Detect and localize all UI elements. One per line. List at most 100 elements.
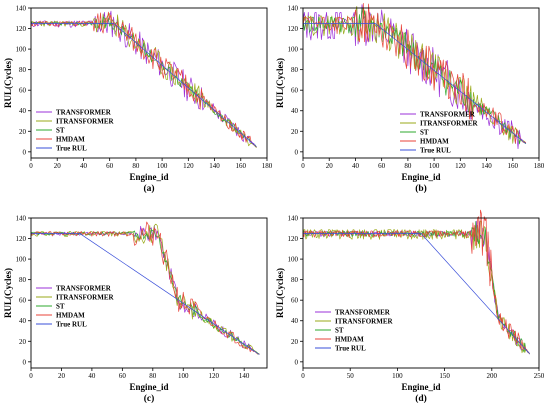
- y-tick-label: 80: [19, 276, 27, 284]
- y-tick-label: 80: [291, 276, 299, 284]
- y-tick-label: 60: [19, 297, 27, 305]
- y-tick-label: 40: [19, 107, 27, 115]
- chart-panel-a: 0 20 40 60 80 100 120 140 160 180 0 20 40 60 80 100 120 1…: [3, 5, 273, 195]
- x-tick-label: 60: [106, 162, 114, 170]
- legend-label: TRANSFORMER: [420, 111, 476, 119]
- y-tick-label: 120: [288, 25, 299, 33]
- x-tick-label: 60: [378, 162, 386, 170]
- x-tick-label: 0: [301, 162, 305, 170]
- x-tick-label: 140: [209, 162, 220, 170]
- y-tick-label: 20: [291, 128, 299, 136]
- x-tick-label: 100: [178, 372, 189, 380]
- legend-label: HMDAM: [56, 136, 85, 144]
- series-line-itransformer: [30, 223, 260, 355]
- series-line-hmdam: [30, 11, 257, 148]
- y-axis-title: RUL(Cycles): [275, 268, 285, 318]
- y-tick-label: 0: [295, 358, 299, 366]
- legend-label: True RUL: [335, 345, 366, 353]
- x-tick-label: 60: [119, 372, 127, 380]
- chart-panel-c: 0 20 40 60 80 100 120 140 0 20 40 60 80 100 120 140 Engi…: [3, 215, 268, 404]
- y-tick-label: 80: [19, 66, 27, 74]
- x-tick-label: 80: [404, 162, 412, 170]
- series-line-transformer: [30, 10, 257, 148]
- x-tick-label: 100: [392, 372, 403, 380]
- series-line-true-rul: [31, 23, 257, 147]
- plot-frame: [302, 7, 540, 159]
- y-tick-label: 0: [23, 148, 27, 156]
- x-tick-label: 20: [58, 372, 66, 380]
- x-tick-label: 0: [29, 372, 33, 380]
- y-tick-label: 0: [23, 358, 27, 366]
- y-axis-title: RUL(Cycles): [275, 58, 285, 108]
- y-tick-label: 80: [291, 66, 299, 74]
- legend-label: True RUL: [56, 321, 87, 329]
- y-tick-label: 120: [16, 235, 27, 243]
- series-line-st: [302, 7, 527, 145]
- x-tick-label: 250: [534, 372, 545, 380]
- legend-label: ITRANSFORMER: [335, 318, 394, 326]
- series-line-true-rul: [303, 23, 527, 144]
- panel-label: (c): [144, 393, 155, 404]
- legend-label: TRANSFORMER: [56, 109, 112, 117]
- panel-label: (d): [415, 393, 427, 404]
- x-tick-label: 180: [262, 162, 273, 170]
- legend-label: ST: [420, 129, 429, 137]
- y-tick-label: 140: [288, 5, 299, 13]
- chart-panel-b: 0 20 40 60 80 100 120 140 160 180 0 20 40 60 80 100 120 1…: [275, 2, 545, 194]
- x-axis-title: Engine_id: [401, 172, 440, 182]
- legend-label: HMDAM: [420, 138, 449, 146]
- y-tick-label: 60: [19, 87, 27, 95]
- plot-frame: [30, 217, 268, 369]
- x-tick-label: 40: [88, 372, 96, 380]
- legend-label: True RUL: [56, 145, 87, 153]
- x-tick-label: 160: [236, 162, 247, 170]
- y-tick-label: 0: [295, 148, 299, 156]
- y-tick-label: 40: [19, 317, 27, 325]
- x-tick-label: 0: [29, 162, 33, 170]
- chart-panel-d: 0 50 100 150 200 250 0 20 40 60 80 100 120 140 Engine_…: [275, 209, 545, 404]
- x-axis-title: Engine_id: [401, 382, 440, 392]
- y-tick-label: 20: [291, 338, 299, 346]
- plot-frame: [30, 7, 268, 159]
- legend-label: ITRANSFORMER: [420, 120, 479, 128]
- legend-label: ST: [56, 303, 65, 311]
- x-tick-label: 100: [157, 162, 168, 170]
- y-tick-label: 100: [288, 256, 299, 264]
- x-tick-label: 140: [481, 162, 492, 170]
- y-axis-title: RUL(Cycles): [3, 58, 13, 108]
- legend-label: ITRANSFORMER: [56, 118, 115, 126]
- x-tick-label: 120: [183, 162, 194, 170]
- y-tick-label: 100: [288, 46, 299, 54]
- x-tick-label: 80: [149, 372, 157, 380]
- y-tick-label: 40: [291, 317, 299, 325]
- series-line-true-rul: [303, 233, 530, 354]
- x-tick-label: 20: [326, 162, 334, 170]
- y-tick-label: 20: [19, 338, 27, 346]
- series-line-st: [30, 16, 257, 148]
- legend-label: ST: [335, 327, 344, 335]
- y-tick-label: 140: [288, 215, 299, 223]
- series-line-itransformer: [31, 13, 257, 148]
- x-tick-label: 20: [54, 162, 62, 170]
- series-line-true-rul: [31, 233, 260, 355]
- panel-label: (b): [415, 183, 427, 194]
- x-axis-title: Engine_id: [129, 172, 168, 182]
- y-tick-label: 40: [291, 107, 299, 115]
- legend-label: True RUL: [420, 147, 451, 155]
- x-tick-label: 160: [508, 162, 519, 170]
- panel-label: (a): [143, 183, 154, 194]
- x-tick-label: 0: [301, 372, 305, 380]
- x-tick-label: 140: [239, 372, 250, 380]
- y-tick-label: 120: [288, 235, 299, 243]
- legend-label: TRANSFORMER: [56, 285, 112, 293]
- series-line-transformer: [302, 4, 526, 150]
- series-line-hmdam: [302, 2, 527, 144]
- series-line-hmdam: [30, 221, 260, 355]
- legend-label: TRANSFORMER: [335, 309, 391, 317]
- x-tick-label: 200: [487, 372, 498, 380]
- legend-label: HMDAM: [56, 312, 85, 320]
